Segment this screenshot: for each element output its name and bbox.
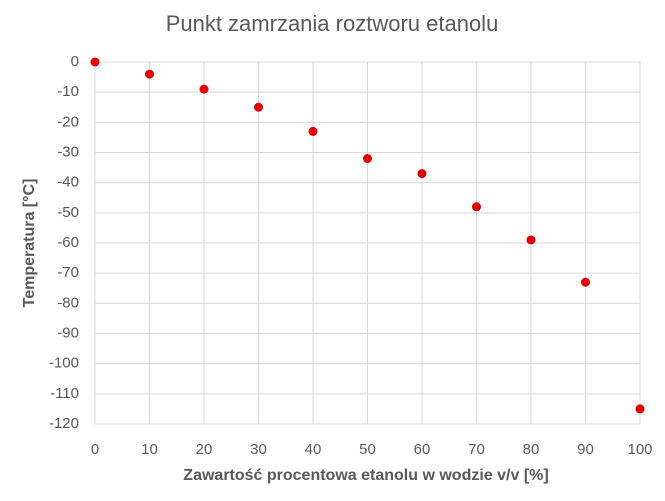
point [526,235,536,245]
y-tick-label: -110 [50,385,79,402]
x-axis-title: Zawartość procentowa etanolu w wodzie v/… [183,467,548,484]
point [472,202,481,212]
point [581,277,590,287]
y-tick-label: -40 [57,174,79,191]
y-tick-label: -50 [57,204,79,221]
y-tick-label: 0 [71,53,79,70]
x-tick-label: 50 [359,441,376,458]
x-tick-label: 80 [523,441,540,458]
x-tick-label: 70 [468,441,485,458]
y-tick-label: -90 [57,324,79,341]
x-tick-label: 20 [196,441,213,458]
point [308,126,318,136]
point [254,102,263,112]
y-tick-label: -60 [57,234,79,251]
y-axis-title: Temperatura [°C] [21,179,38,308]
y-tick-label: -100 [49,355,79,372]
point [145,69,154,79]
x-tick-label: 30 [250,441,267,458]
x-tick-label: 0 [91,441,99,458]
y-tick-label: -80 [57,294,79,311]
point [90,57,100,67]
y-tick-label: -10 [57,83,79,100]
chart-title: Punkt zamrzania roztworu etanolu [166,11,499,36]
x-tick-label: 40 [305,441,322,458]
x-tick-label: 90 [577,441,594,458]
point [635,404,645,414]
y-tick-label: -30 [57,143,79,160]
y-tick-label: -20 [57,113,79,130]
y-tick-label: -120 [49,415,79,432]
point [199,84,209,94]
x-tick-label: 60 [414,441,431,458]
y-tick-label: -70 [57,264,79,281]
x-tick-label: 100 [627,441,652,458]
x-tick-label: 10 [141,441,158,458]
point [363,154,372,164]
point [417,169,427,179]
